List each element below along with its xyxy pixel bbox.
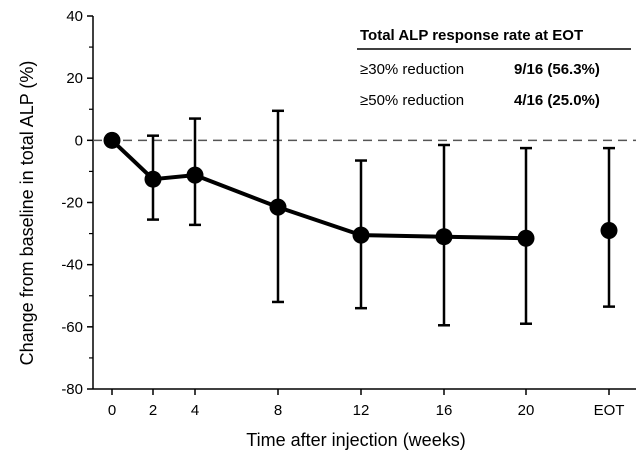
axes: -80 -60 -40 -20 0 20 40 0 2 4 8 12 16 20 EOT xyxy=(61,8,636,419)
y-tick-label: -20 xyxy=(61,195,83,212)
x-tick-label: 12 xyxy=(353,402,370,419)
y-tick-label: 40 xyxy=(66,8,83,25)
data-point xyxy=(103,131,121,149)
data-marks xyxy=(103,109,618,327)
x-axis-title: Time after injection (weeks) xyxy=(246,430,465,450)
y-axis-title: Change from baseline in total ALP (%) xyxy=(17,61,37,366)
y-tick-label: -60 xyxy=(61,319,83,336)
response-row-2-value: 4/16 (25.0%) xyxy=(514,92,600,109)
response-row-1-label: ≥30% reduction xyxy=(360,61,464,78)
x-tick-label: EOT xyxy=(594,402,625,419)
response-table-title: Total ALP response rate at EOT xyxy=(360,27,583,44)
y-tick-label: -80 xyxy=(61,381,83,398)
response-table: Total ALP response rate at EOT ≥30% redu… xyxy=(357,27,631,109)
data-point xyxy=(269,198,287,216)
data-point xyxy=(352,226,370,244)
data-point xyxy=(435,228,453,246)
y-tick-label: 20 xyxy=(66,70,83,87)
response-row-2-label: ≥50% reduction xyxy=(360,92,464,109)
x-tick-label: 20 xyxy=(518,402,535,419)
x-tick-label: 16 xyxy=(436,402,453,419)
response-row-1-value: 9/16 (56.3%) xyxy=(514,61,600,78)
x-tick-label: 8 xyxy=(274,402,282,419)
x-tick-label: 0 xyxy=(108,402,116,419)
series-line xyxy=(110,138,527,241)
data-point xyxy=(600,221,618,239)
data-point xyxy=(144,170,162,188)
data-point xyxy=(186,166,204,184)
y-tick-label: -40 xyxy=(61,257,83,274)
data-point xyxy=(517,229,535,247)
x-tick-label: 4 xyxy=(191,402,199,419)
x-tick-label: 2 xyxy=(149,402,157,419)
y-tick-label: 0 xyxy=(75,132,83,149)
